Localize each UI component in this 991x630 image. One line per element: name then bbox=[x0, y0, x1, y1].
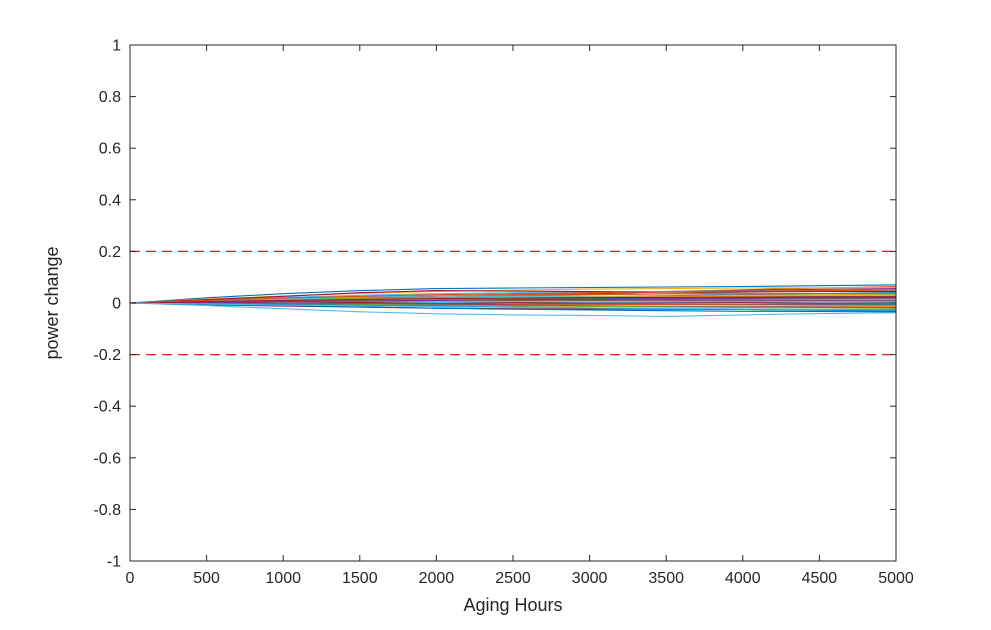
y-tick-label: -0.8 bbox=[93, 502, 121, 519]
series-line bbox=[129, 296, 897, 304]
y-tick-label: 0 bbox=[112, 296, 121, 313]
series-lines bbox=[129, 284, 897, 317]
series-line bbox=[129, 289, 897, 304]
series-line bbox=[129, 302, 897, 317]
x-tick-label: 3000 bbox=[572, 570, 608, 587]
x-tick-label: 2500 bbox=[495, 570, 531, 587]
series-line bbox=[129, 296, 897, 304]
series-line bbox=[129, 302, 897, 311]
x-tick-label: 2000 bbox=[419, 570, 455, 587]
x-tick-label: 5000 bbox=[878, 570, 914, 587]
axes-box-and-ticks bbox=[129, 44, 897, 562]
series-line bbox=[129, 290, 896, 304]
y-tick-label: -0.6 bbox=[93, 450, 121, 467]
y-tick-label: 0.4 bbox=[99, 192, 121, 209]
x-tick-label: 3500 bbox=[648, 570, 684, 587]
y-tick-label: -0.4 bbox=[93, 399, 121, 416]
x-tick-label: 0 bbox=[126, 570, 135, 587]
y-tick-label: 0.8 bbox=[99, 89, 121, 106]
series-line bbox=[129, 284, 897, 304]
x-axis-label: Aging Hours bbox=[463, 595, 562, 615]
x-tick-label: 1500 bbox=[342, 570, 378, 587]
x-tick-label: 4500 bbox=[802, 570, 838, 587]
tick-labels: 0 500 1000 1500 2000 2500 3000 3500 4000 4500 5000… bbox=[93, 38, 913, 588]
y-tick-label: 1 bbox=[112, 38, 121, 55]
y-tick-label: -1 bbox=[107, 554, 121, 571]
y-tick-label: 0.6 bbox=[99, 141, 121, 158]
x-tick-label: 500 bbox=[193, 570, 220, 587]
y-tick-label: 0.2 bbox=[99, 244, 121, 261]
x-tick-label: 1000 bbox=[265, 570, 301, 587]
x-tick-label: 4000 bbox=[725, 570, 761, 587]
y-tick-label: -0.2 bbox=[93, 347, 121, 364]
y-axis-label: power change bbox=[42, 246, 62, 359]
